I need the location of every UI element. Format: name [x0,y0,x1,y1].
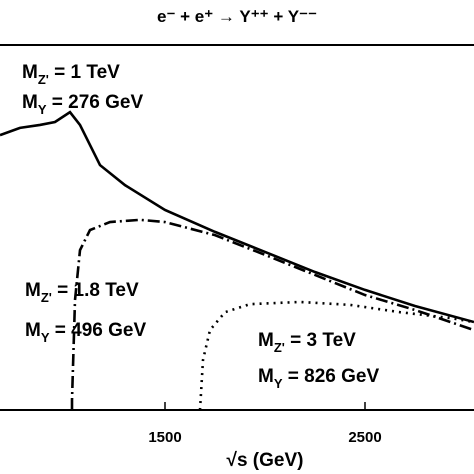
annotation-part: Z' [41,290,52,305]
annotation-part: M [258,366,274,387]
annotation-part: M [258,330,274,351]
series-line [70,218,474,410]
chart-title: e⁻ + e⁺ → Y⁺⁺ + Y⁻⁻ [157,7,317,26]
annotation-part: = 3 TeV [285,330,356,351]
annotation: MY = 826 GeV [258,366,379,391]
annotation: MZ' = 3 TeV [258,330,356,355]
annotation-part: Y [38,102,47,117]
annotation-part: M [25,280,41,301]
annotation-part: = 1.8 TeV [52,280,139,301]
annotation: MY = 496 GeV [25,320,146,345]
series-line [0,110,474,324]
annotation-part: Z' [38,72,49,87]
annotation-part: Y [41,330,50,345]
annotation-part: = 826 GeV [283,366,380,387]
annotation: MZ' = 1 TeV [22,62,120,87]
x-axis-label: √s (GeV) [227,450,304,471]
annotation-part: M [22,92,38,113]
annotation-part: Z' [274,340,285,355]
x-tick-label: 2500 [348,429,381,446]
annotation: MY = 276 GeV [22,92,143,117]
annotation-part: M [25,320,41,341]
annotation: MZ' = 1.8 TeV [25,280,139,305]
series-line [198,300,474,411]
annotation-part: M [22,62,38,83]
annotation-part: = 496 GeV [50,320,147,341]
annotation-part: Y [274,376,283,391]
x-tick-label: 1500 [148,429,181,446]
annotation-part: = 1 TeV [49,62,120,83]
annotation-part: = 276 GeV [47,92,144,113]
